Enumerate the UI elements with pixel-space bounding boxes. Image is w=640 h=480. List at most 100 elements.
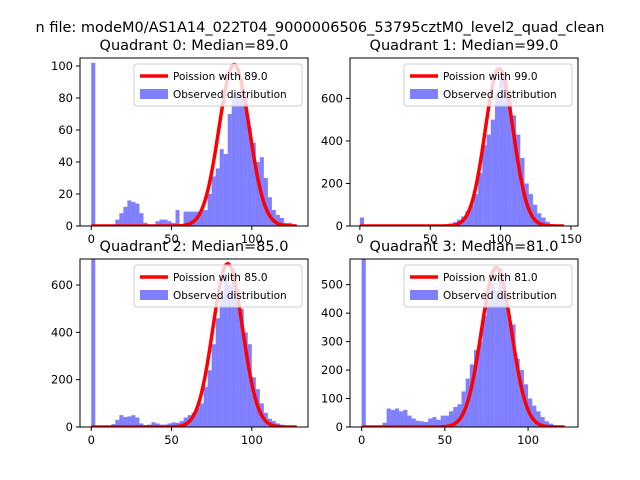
histogram-bar [239,85,244,226]
histogram-bar [211,176,216,226]
histogram-bar [424,421,429,427]
quadrant-3-axes-frame [349,258,579,428]
y-tick-label: 60 [58,123,73,137]
histogram-bar [247,344,252,427]
histogram-bar [507,315,512,427]
histogram-bar [541,217,546,226]
y-tick-label: 0 [66,219,73,233]
histogram-bar [219,149,224,226]
histogram-bar [183,211,188,226]
legend-box [403,264,573,308]
histogram-bar [544,421,549,427]
histogram-bar [436,419,441,427]
histogram-bar [453,407,458,427]
histogram-bar [486,134,491,226]
histogram-bar [519,370,524,427]
y-tick-label: 0 [336,219,343,233]
histogram-bar [469,204,474,226]
histogram-bar [227,285,232,427]
quadrant-0-chart: Quadrant 0: Median=89.0 0 50 100 0 20 40 60 80 10… [51,38,309,246]
histogram-bar [482,145,487,226]
histogram-bar [219,296,224,427]
histogram-bar [411,418,416,427]
x-tick-label: 50 [423,232,438,246]
histogram-bar [247,128,252,226]
legend-box [133,264,303,308]
histogram-bar [432,417,437,427]
y-tick-label: 0 [66,420,73,434]
histogram-bar [115,219,120,226]
y-tick-label: 300 [321,335,343,349]
legend-entry-poisson: Poission with 85.0 [173,272,268,284]
histogram-bar [191,412,196,427]
histogram-bar [227,114,232,226]
histogram-bar [127,200,132,226]
histogram-bar [131,415,136,427]
y-tick-label: 0 [336,420,343,434]
histogram-bar [139,213,144,226]
legend-entry-poisson: Poission with 89.0 [173,71,268,83]
x-tick-label: 100 [241,232,263,246]
histogram-bar [449,411,454,427]
y-tick-label: 100 [321,392,343,406]
quadrant-2-legend: Poission with 85.0 Observed distribution [133,264,303,308]
y-tick-label: 200 [51,373,73,387]
histogram-bar [511,324,516,427]
histogram-bar [231,268,236,427]
y-tick-label: 20 [58,187,73,201]
histogram-bar [499,75,504,226]
histogram-bar [478,172,483,226]
histogram-bar [403,409,408,427]
histogram-bar [457,404,462,427]
x-tick-label: 100 [517,433,539,447]
histogram-bar [163,219,168,226]
histogram-bar [494,290,499,427]
histogram-bar [536,411,541,427]
histogram-bar [171,422,176,427]
histogram-bar [444,415,450,427]
histogram-bar [382,422,387,427]
y-tick-label: 80 [58,91,73,105]
x-tick-label: 150 [560,232,582,246]
histogram-bar [498,267,504,427]
histogram-bar [91,259,96,427]
histogram-bar [167,221,172,226]
legend-box [403,63,573,107]
histogram-bar [359,217,365,226]
histogram-bar [386,408,391,427]
histogram-bar [239,308,244,427]
legend-bar-swatch [140,290,168,300]
histogram-bar [243,332,248,427]
histogram-bar [251,142,256,226]
histogram-bar [516,134,521,226]
x-tick-label: 0 [358,433,365,447]
histogram-bar [207,194,212,226]
x-tick-label: 0 [356,232,363,246]
histogram-bar [131,202,136,226]
histogram-bar [115,419,120,427]
quadrant-3-title: Quadrant 3: Median=81.0 [370,239,559,255]
histogram-bar [159,219,164,226]
histogram-bar [478,341,483,427]
histogram-bar [223,154,228,226]
histogram-bar [119,213,124,226]
histogram-bar [235,289,240,427]
legend-bar-swatch [410,290,438,300]
histogram-bar [235,93,240,226]
histogram-bar [511,115,517,226]
y-tick-label: 600 [321,91,343,105]
histogram-bar [119,415,124,427]
quadrant-0-axes-frame [79,57,309,227]
histogram-bar [195,408,200,427]
histogram-bar [407,415,412,427]
quadrant-3-bars [361,259,562,427]
quadrant-0-title: Quadrant 0: Median=89.0 [100,38,289,54]
quadrant-0-poisson-line [90,62,298,226]
histogram-bar [199,403,204,427]
histogram-bar [155,221,160,226]
quadrant-3-poisson-line [360,265,566,427]
quadrant-1-poisson-line [358,66,565,226]
y-tick-label: 200 [321,363,343,377]
legend-entry-poisson: Poission with 99.0 [443,71,538,83]
